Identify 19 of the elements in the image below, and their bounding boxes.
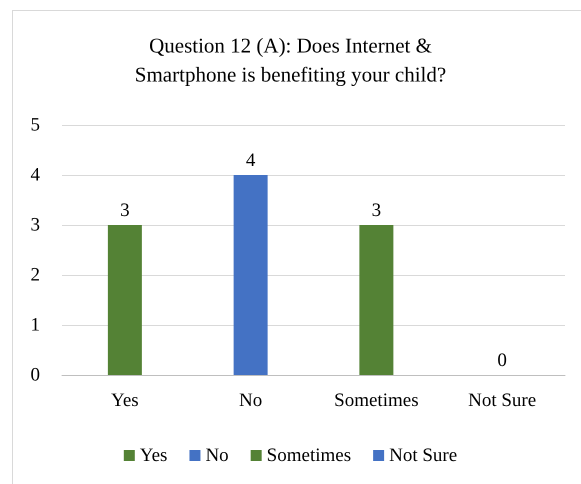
y-tick-label: 5 bbox=[30, 114, 40, 136]
y-tick-label: 0 bbox=[30, 364, 40, 386]
x-tick-label: Sometimes bbox=[334, 390, 419, 411]
x-tick-label: Not Sure bbox=[468, 390, 536, 411]
legend-label: Sometimes bbox=[266, 445, 352, 466]
x-tick-label: Yes bbox=[111, 390, 139, 411]
chart-title: Question 12 (A): Does Internet & Smartphone is benefiting your child? bbox=[134, 34, 446, 86]
legend-label: Yes bbox=[140, 445, 168, 466]
y-tick-label: 1 bbox=[30, 314, 40, 336]
y-tick-label: 4 bbox=[30, 164, 40, 186]
legend-label: Not Sure bbox=[389, 445, 458, 466]
data-label: 0 bbox=[497, 350, 507, 371]
legend-label: No bbox=[205, 445, 229, 466]
data-label: 3 bbox=[372, 200, 382, 221]
data-label: 3 bbox=[120, 200, 130, 221]
y-tick-label: 2 bbox=[30, 264, 40, 286]
x-tick-label: No bbox=[239, 390, 262, 411]
y-tick-label: 3 bbox=[30, 214, 40, 236]
data-label: 4 bbox=[246, 150, 256, 171]
